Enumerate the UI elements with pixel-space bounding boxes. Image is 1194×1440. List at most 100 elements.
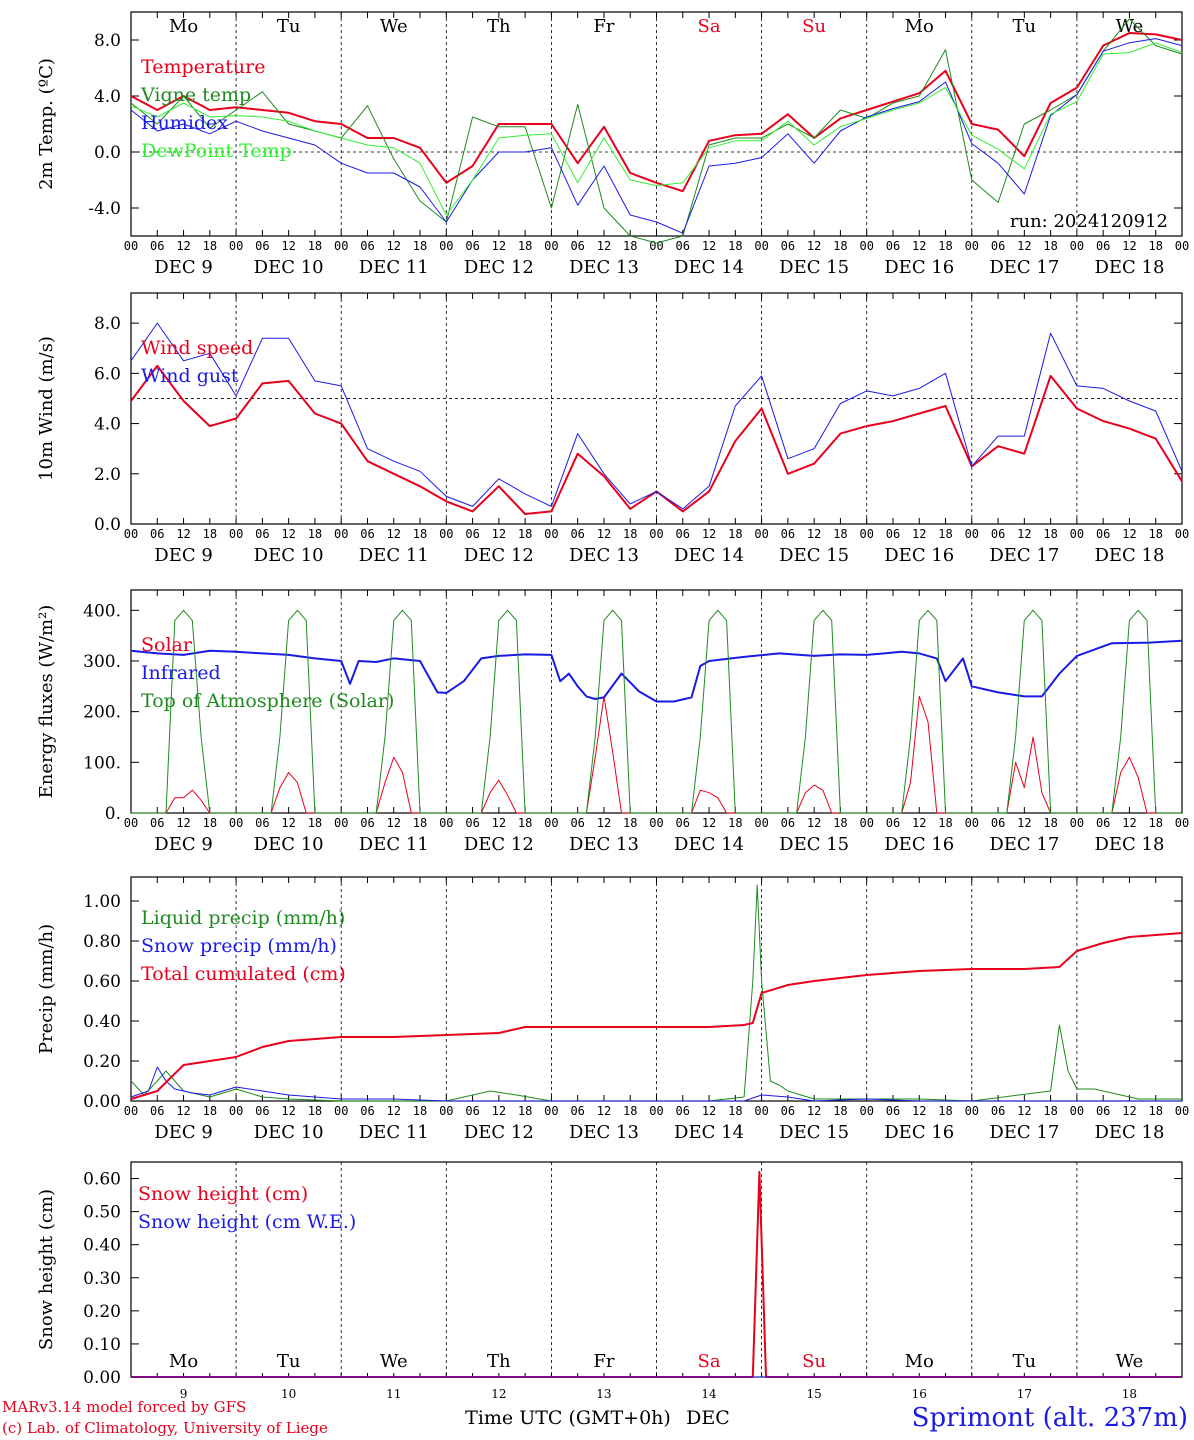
hour-tick-label: 06 — [676, 1104, 690, 1118]
hour-tick-label: 18 — [413, 239, 427, 253]
hour-tick-label: 12 — [281, 1104, 295, 1118]
hour-tick-label: 18 — [728, 816, 742, 830]
hour-tick-label: 18 — [308, 527, 322, 541]
date-label: DEC 12 — [464, 257, 534, 278]
y-axis-label: 10m Wind (m/s) — [36, 336, 57, 481]
hour-tick-label: 12 — [1017, 239, 1031, 253]
hour-tick-label: 12 — [912, 816, 926, 830]
series-line — [130, 18, 1183, 244]
x-axis-unit: DEC — [686, 1407, 730, 1429]
legend-entry: Total cumulated (cm) — [141, 963, 346, 985]
hour-tick-label: 18 — [623, 527, 637, 541]
hour-tick-label: 18 — [203, 816, 217, 830]
series-line — [131, 609, 1182, 814]
y-tick-label: 0.0 — [94, 143, 121, 163]
hour-tick-label: 12 — [387, 239, 401, 253]
hour-tick-label: 00 — [439, 239, 453, 253]
series-line — [130, 38, 1183, 234]
hour-tick-label: 18 — [833, 816, 847, 830]
hour-tick-label: 18 — [1148, 816, 1162, 830]
hour-tick-label: 00 — [124, 239, 138, 253]
hour-tick-label: 18 — [1148, 239, 1162, 253]
date-label: DEC 10 — [254, 1122, 324, 1143]
hour-tick-label: 06 — [255, 527, 269, 541]
hour-tick-label: 00 — [124, 816, 138, 830]
hour-tick-label: 12 — [176, 239, 190, 253]
date-label: DEC 13 — [569, 545, 639, 566]
y-tick-label: 300. — [83, 652, 121, 672]
legend-entry: Wind gust — [141, 365, 239, 387]
hour-tick-label: 18 — [308, 816, 322, 830]
hour-tick-label: 12 — [912, 527, 926, 541]
y-tick-label: 0.50 — [83, 1203, 121, 1223]
y-tick-label: 0.00 — [83, 1092, 121, 1112]
hour-tick-label: 06 — [676, 816, 690, 830]
hour-tick-label: 00 — [754, 1104, 768, 1118]
hour-tick-label: 12 — [597, 816, 611, 830]
y-tick-label: 0.10 — [83, 1335, 121, 1355]
hour-tick-label: 18 — [623, 816, 637, 830]
date-label: DEC 18 — [1094, 834, 1164, 855]
hour-tick-label: 18 — [518, 527, 532, 541]
y-tick-label: 0.20 — [83, 1302, 121, 1322]
legend-entry: Wind speed — [141, 337, 253, 359]
hour-tick-label: 00 — [1070, 1104, 1084, 1118]
date-label: DEC 15 — [779, 834, 849, 855]
date-label: DEC 10 — [254, 545, 324, 566]
series-line — [130, 322, 1183, 510]
hour-tick-label: 06 — [886, 1104, 900, 1118]
hour-tick-label: 00 — [965, 527, 979, 541]
y-tick-label: 4.0 — [94, 87, 121, 107]
weekday-label: We — [380, 1351, 408, 1372]
hour-tick-label: 12 — [597, 239, 611, 253]
hour-tick-label: 12 — [1122, 816, 1136, 830]
hour-tick-label: 18 — [1043, 527, 1057, 541]
weekday-label: Tu — [1013, 16, 1037, 37]
date-label: DEC 18 — [1094, 1122, 1164, 1143]
hour-tick-label: 12 — [1122, 1104, 1136, 1118]
hour-tick-label: 12 — [281, 527, 295, 541]
hour-tick-label: 18 — [203, 239, 217, 253]
legend-entry: Snow precip (mm/h) — [141, 935, 337, 957]
legend-entry: Liquid precip (mm/h) — [141, 907, 345, 929]
hour-tick-label: 18 — [413, 1104, 427, 1118]
day-number-label: 9 — [180, 1387, 188, 1401]
legend-entry: DewPoint Temp — [141, 140, 292, 162]
hour-tick-label: 06 — [781, 1104, 795, 1118]
hour-tick-label: 12 — [1122, 239, 1136, 253]
hour-tick-label: 18 — [728, 527, 742, 541]
hour-tick-label: 00 — [439, 527, 453, 541]
hour-tick-label: 00 — [334, 816, 348, 830]
hour-tick-label: 12 — [597, 1104, 611, 1118]
footer: MARv3.14 model forced by GFS (c) Lab. of … — [2, 1398, 1188, 1437]
hour-tick-label: 06 — [570, 816, 584, 830]
hour-tick-label: 12 — [387, 816, 401, 830]
weekday-label: Fr — [593, 16, 614, 37]
panel-5: 0.00 0.10 0.20 0.30 0.40 0.50 0.60 Snow height … — [36, 1161, 1183, 1401]
y-tick-label: 0.40 — [83, 1236, 121, 1256]
date-label: DEC 10 — [254, 257, 324, 278]
hour-tick-label: 18 — [518, 1104, 532, 1118]
hour-tick-label: 00 — [649, 239, 663, 253]
hour-tick-label: 06 — [676, 527, 690, 541]
hour-tick-label: 12 — [492, 816, 506, 830]
y-tick-label: 4.0 — [94, 415, 121, 435]
hour-tick-label: 06 — [676, 239, 690, 253]
hour-tick-label: 00 — [229, 239, 243, 253]
weekday-label: Th — [487, 1351, 511, 1372]
y-tick-label: 0. — [105, 804, 121, 824]
hour-tick-label: 06 — [781, 239, 795, 253]
panel-3: 0. 100. 200. 300. 400. Energy fluxes (W/m²) 00… — [36, 589, 1189, 855]
hour-tick-label: 06 — [150, 816, 164, 830]
hour-tick-label: 12 — [702, 1104, 716, 1118]
hour-tick-label: 12 — [281, 816, 295, 830]
date-label: DEC 17 — [989, 545, 1059, 566]
date-label: DEC 9 — [154, 257, 213, 278]
date-label: DEC 17 — [989, 257, 1059, 278]
hour-tick-label: 06 — [991, 239, 1005, 253]
y-tick-label: -4.0 — [88, 199, 121, 219]
hour-tick-label: 18 — [413, 816, 427, 830]
hour-tick-label: 12 — [912, 239, 926, 253]
hour-tick-label: 06 — [255, 1104, 269, 1118]
legend-entry: Infrared — [141, 662, 221, 684]
